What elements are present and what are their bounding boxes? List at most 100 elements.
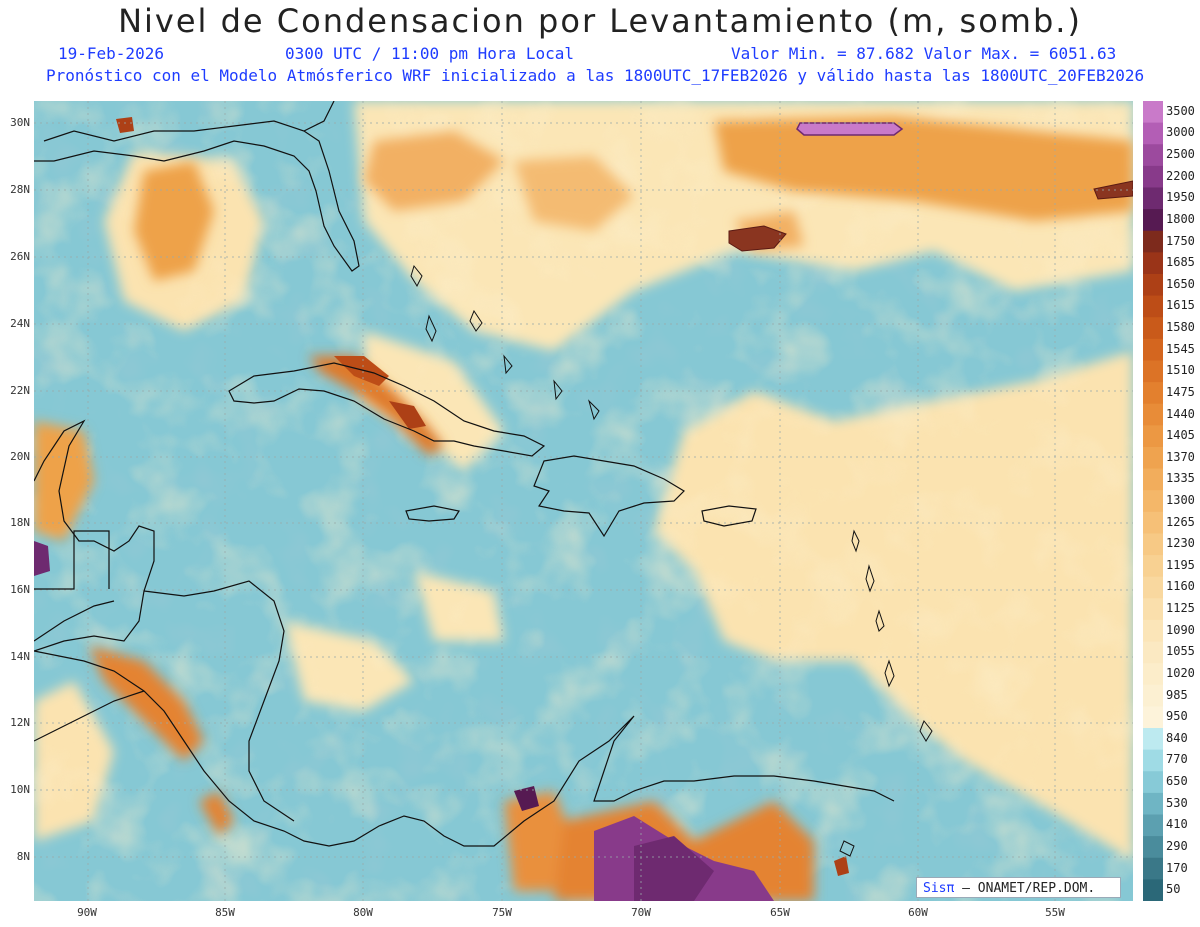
legend-swatch [1143,490,1163,513]
legend-swatch [1143,144,1163,167]
legend-label: 170 [1166,860,1188,875]
legend-label: 1475 [1166,384,1195,399]
legend-label: 950 [1166,709,1188,724]
legend-swatch [1143,187,1163,210]
lcl-map [34,101,1133,901]
legend-swatch [1143,360,1163,383]
legend-swatch [1143,771,1163,794]
lon-label: 70W [631,906,651,919]
lat-label: 10N [10,783,30,796]
legend-swatch [1143,252,1163,275]
legend-swatch [1143,209,1163,232]
legend-swatch [1143,403,1163,426]
lat-label: 26N [10,250,30,263]
legend-swatch [1143,857,1163,880]
legend-swatch [1143,165,1163,188]
legend-label: 1055 [1166,644,1195,659]
legend-swatch [1143,122,1163,145]
forecast-date: 19-Feb-2026 [58,44,164,63]
legend-swatch [1143,663,1163,686]
legend-label: 985 [1166,687,1188,702]
legend-label: 1950 [1166,190,1195,205]
legend-label: 1685 [1166,255,1195,270]
lat-label: 12N [10,716,30,729]
legend-swatch [1143,706,1163,729]
legend-label: 2200 [1166,168,1195,183]
legend-swatch [1143,641,1163,664]
legend-swatch [1143,879,1163,901]
legend-label: 1265 [1166,514,1195,529]
legend-swatch [1143,338,1163,361]
legend-label: 3000 [1166,125,1195,140]
legend-swatch [1143,446,1163,470]
legend-swatch [1143,598,1163,621]
grid-lines [34,101,1133,901]
legend-swatch [1143,749,1163,772]
legend-label: 1650 [1166,276,1195,291]
lat-label: 16N [10,583,30,596]
lon-label: 60W [908,906,928,919]
legend-label: 3500 [1166,103,1195,118]
legend-label: 1615 [1166,298,1195,313]
lon-label: 75W [492,906,512,919]
lon-label: 55W [1045,906,1065,919]
legend-label: 1020 [1166,665,1195,680]
credit-label: Sisπ – ONAMET/REP.DOM. [916,877,1121,898]
legend-label: 290 [1166,838,1188,853]
lon-label: 85W [215,906,235,919]
lat-label: 28N [10,183,30,196]
legend-swatch [1143,101,1163,124]
model-info: Pronóstico con el Modelo Atmósferico WRF… [46,66,1145,85]
lon-label: 65W [770,906,790,919]
lat-label: 8N [16,850,30,863]
legend-label: 840 [1166,730,1188,745]
legend-swatch [1143,684,1163,707]
legend-label: 1125 [1166,601,1195,616]
legend-swatch [1143,273,1163,297]
credit-org: – ONAMET/REP.DOM. [954,881,1096,896]
legend-label: 1335 [1166,471,1195,486]
legend-label: 1300 [1166,493,1195,507]
legend-label: 1090 [1166,622,1195,637]
lat-label: 30N [10,116,30,129]
legend-label: 770 [1166,752,1188,767]
lat-label: 20N [10,450,30,463]
legend-label: 530 [1166,795,1188,810]
legend-swatch [1143,317,1163,340]
legend-label: 1160 [1166,579,1195,594]
legend-swatch [1143,836,1163,859]
legend-swatch [1143,468,1163,491]
legend-swatch [1143,555,1163,578]
legend-swatch [1143,230,1163,253]
lon-label: 90W [77,906,97,919]
high-lcl-regions [34,117,1133,901]
map-title: Nivel de Condensacion por Levantamiento … [118,2,1082,40]
orange-regions [34,116,1133,901]
island-outlines [410,264,933,857]
legend-swatch [1143,425,1163,448]
legend-swatch [1143,511,1163,534]
legend-label: 50 [1166,882,1181,897]
lat-label: 18N [10,516,30,529]
legend-label: 1545 [1166,341,1195,356]
legend-label: 1580 [1166,320,1195,335]
legend-swatch [1143,814,1163,837]
min-max-values: Valor Min. = 87.682 Valor Max. = 6051.63 [731,44,1117,63]
legend-label: 1370 [1166,449,1195,464]
color-legend [1143,101,1163,901]
legend-swatch [1143,728,1163,751]
sis-logo-text: Sisπ [923,881,955,896]
legend-label: 1405 [1166,428,1195,443]
legend-label: 1195 [1166,557,1195,572]
legend-label: 1750 [1166,233,1195,248]
forecast-time: 0300 UTC / 11:00 pm Hora Local [285,44,574,63]
lat-label: 22N [10,384,30,397]
lon-label: 80W [353,906,373,919]
legend-label: 1440 [1166,406,1195,421]
coastlines [34,101,895,847]
legend-swatch [1143,792,1163,816]
legend-label: 1510 [1166,363,1195,378]
legend-label: 650 [1166,774,1188,789]
legend-swatch [1143,619,1163,643]
legend-swatch [1143,295,1163,318]
